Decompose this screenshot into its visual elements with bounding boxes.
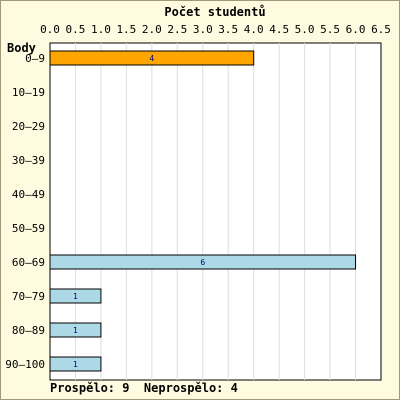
x-tick-label: 2.0 <box>142 23 162 36</box>
bar-data-label: 1 <box>73 360 78 369</box>
y-tick-label: 0–9 <box>25 52 45 65</box>
x-tick-label: 0.0 <box>40 23 60 36</box>
x-tick-label: 3.5 <box>218 23 238 36</box>
bar-data-label: 4 <box>149 54 154 63</box>
y-tick-label: 70–79 <box>12 290 45 303</box>
footer-summary: Prospělo: 9 Neprospělo: 4 <box>50 381 238 395</box>
x-tick-label: 0.5 <box>66 23 86 36</box>
x-tick-label: 2.5 <box>167 23 187 36</box>
bar <box>49 322 102 338</box>
y-axis-label: Body <box>7 41 36 55</box>
y-tick-label: 90–100 <box>5 358 45 371</box>
plot-area <box>49 42 382 381</box>
y-tick-label: 20–29 <box>12 120 45 133</box>
x-tick-label: 5.0 <box>295 23 315 36</box>
y-axis-ticks: 0–9 10–19 20–29 30–39 40–49 50–59 60–69 70–79 80… <box>5 52 45 371</box>
x-tick-label: 1.0 <box>91 23 111 36</box>
x-tick-label: 6.0 <box>346 23 366 36</box>
x-tick-label: 4.5 <box>269 23 289 36</box>
bars: 4 6 1 1 1 <box>49 50 357 372</box>
bar <box>49 254 357 270</box>
x-tick-label: 3.0 <box>193 23 213 36</box>
bar <box>49 356 102 372</box>
x-tick-label: 5.5 <box>320 23 340 36</box>
x-tick-label: 1.5 <box>116 23 136 36</box>
y-tick-label: 60–69 <box>12 256 45 269</box>
x-tick-label: 4.0 <box>244 23 264 36</box>
y-tick-label: 80–89 <box>12 324 45 337</box>
y-tick-label: 30–39 <box>12 154 45 167</box>
bar-data-label: 6 <box>200 258 205 267</box>
x-axis-ticks: 0.0 0.5 1.0 1.5 2.0 2.5 3.0 3.5 4.0 4.5 5.0 5.5 6.0 6… <box>40 23 391 36</box>
bar-data-label: 1 <box>73 292 78 301</box>
y-tick-label: 40–49 <box>12 188 45 201</box>
x-tick-label: 6.5 <box>371 23 391 36</box>
bar <box>49 288 102 304</box>
bar <box>49 50 255 66</box>
y-tick-label: 50–59 <box>12 222 45 235</box>
bar-data-label: 1 <box>73 326 78 335</box>
y-tick-label: 10–19 <box>12 86 45 99</box>
chart-title: Počet studentů <box>164 5 265 19</box>
